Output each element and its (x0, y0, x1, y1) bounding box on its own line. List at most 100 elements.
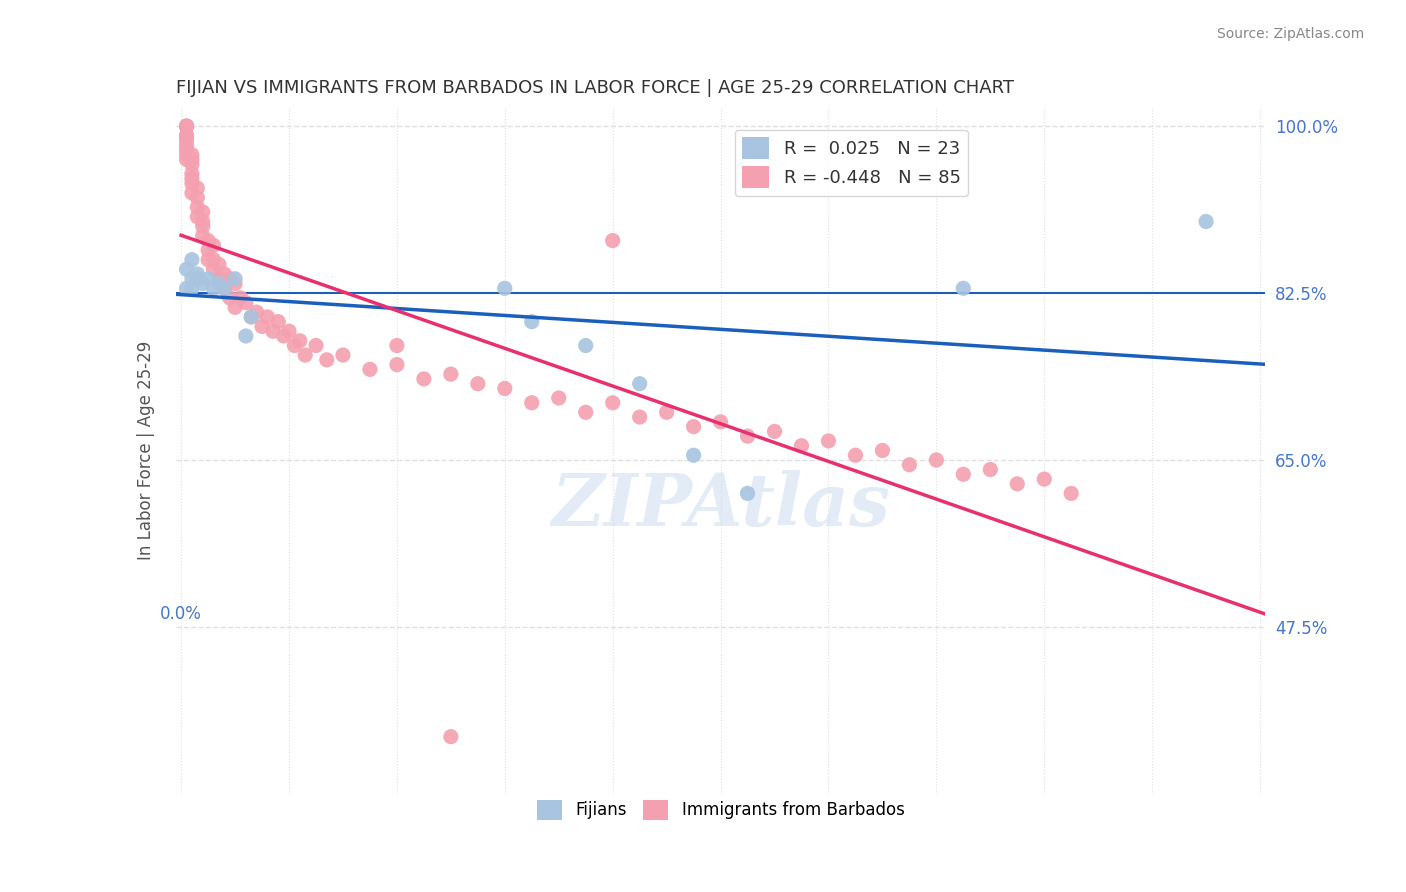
Point (191, 277, 214, 291)
Point (202, 281, 225, 295)
Point (176, 153, 198, 167)
Point (218, 271, 240, 285)
Point (208, 277, 231, 291)
Point (1060, 486, 1083, 500)
Text: FIJIAN VS IMMIGRANTS FROM BARBADOS IN LABOR FORCE | AGE 25-29 CORRELATION CHART: FIJIAN VS IMMIGRANTS FROM BARBADOS IN LA… (176, 79, 1014, 97)
Point (898, 458, 921, 472)
Point (278, 324, 301, 338)
Point (844, 448, 866, 462)
Point (1007, 476, 1029, 491)
Point (224, 271, 246, 285)
Point (575, 338, 598, 352)
Point (186, 267, 208, 281)
Point (208, 257, 231, 271)
Point (186, 200, 208, 214)
Point (181, 281, 204, 295)
Point (176, 119, 198, 133)
Point (235, 329, 257, 343)
Point (197, 243, 219, 257)
Point (181, 171, 204, 186)
Point (273, 329, 295, 343)
Point (186, 191, 208, 205)
Point (385, 338, 408, 352)
Point (176, 143, 198, 157)
Point (467, 376, 489, 391)
Point (224, 301, 246, 315)
Point (181, 271, 204, 285)
Point (440, 730, 463, 744)
Point (214, 281, 236, 295)
Point (229, 291, 252, 305)
Point (202, 262, 225, 277)
Point (191, 214, 214, 228)
Point (872, 443, 894, 458)
Point (359, 362, 381, 376)
Point (602, 234, 624, 248)
Text: Source: ZipAtlas.com: Source: ZipAtlas.com (1216, 27, 1364, 41)
Legend: Fijians, Immigrants from Barbados: Fijians, Immigrants from Barbados (530, 793, 911, 827)
Point (246, 305, 269, 319)
Point (1195, 214, 1218, 228)
Point (218, 291, 240, 305)
Point (181, 177, 204, 191)
Point (262, 324, 284, 338)
Y-axis label: In Labor Force | Age 25-29: In Labor Force | Age 25-29 (136, 341, 155, 560)
Point (235, 295, 257, 310)
Point (176, 128, 198, 143)
Point (202, 238, 225, 252)
Point (494, 381, 516, 395)
Point (176, 281, 198, 295)
Point (628, 410, 651, 425)
Point (520, 396, 543, 410)
Point (240, 310, 263, 324)
Point (790, 439, 813, 453)
Point (682, 419, 704, 434)
Point (214, 281, 236, 295)
Text: 0.0%: 0.0% (160, 605, 202, 623)
Point (440, 367, 463, 381)
Point (952, 467, 974, 482)
Point (202, 252, 225, 267)
Point (494, 281, 516, 295)
Point (737, 486, 759, 500)
Point (208, 271, 231, 285)
Point (602, 396, 624, 410)
Text: ZIPAtlas: ZIPAtlas (551, 470, 890, 541)
Point (283, 338, 305, 352)
Point (186, 181, 208, 195)
Point (240, 310, 263, 324)
Point (385, 358, 408, 372)
Point (181, 167, 204, 181)
Point (186, 210, 208, 224)
Point (655, 405, 678, 419)
Point (256, 310, 278, 324)
Point (925, 453, 948, 467)
Point (250, 319, 273, 334)
Point (710, 415, 733, 429)
Point (332, 348, 354, 362)
Point (520, 315, 543, 329)
Point (547, 391, 569, 405)
Point (315, 352, 337, 367)
Point (197, 234, 219, 248)
Point (191, 219, 214, 234)
Point (186, 271, 208, 285)
Point (224, 277, 246, 291)
Point (181, 147, 204, 161)
Point (176, 138, 198, 153)
Point (979, 462, 1001, 476)
Point (191, 228, 214, 243)
Point (181, 186, 204, 200)
Point (191, 205, 214, 219)
Point (294, 348, 316, 362)
Point (176, 262, 198, 277)
Point (952, 281, 974, 295)
Point (288, 334, 311, 348)
Point (176, 133, 198, 147)
Point (763, 425, 786, 439)
Point (305, 338, 328, 352)
Point (176, 147, 198, 161)
Point (412, 372, 434, 386)
Point (197, 271, 219, 285)
Point (176, 119, 198, 133)
